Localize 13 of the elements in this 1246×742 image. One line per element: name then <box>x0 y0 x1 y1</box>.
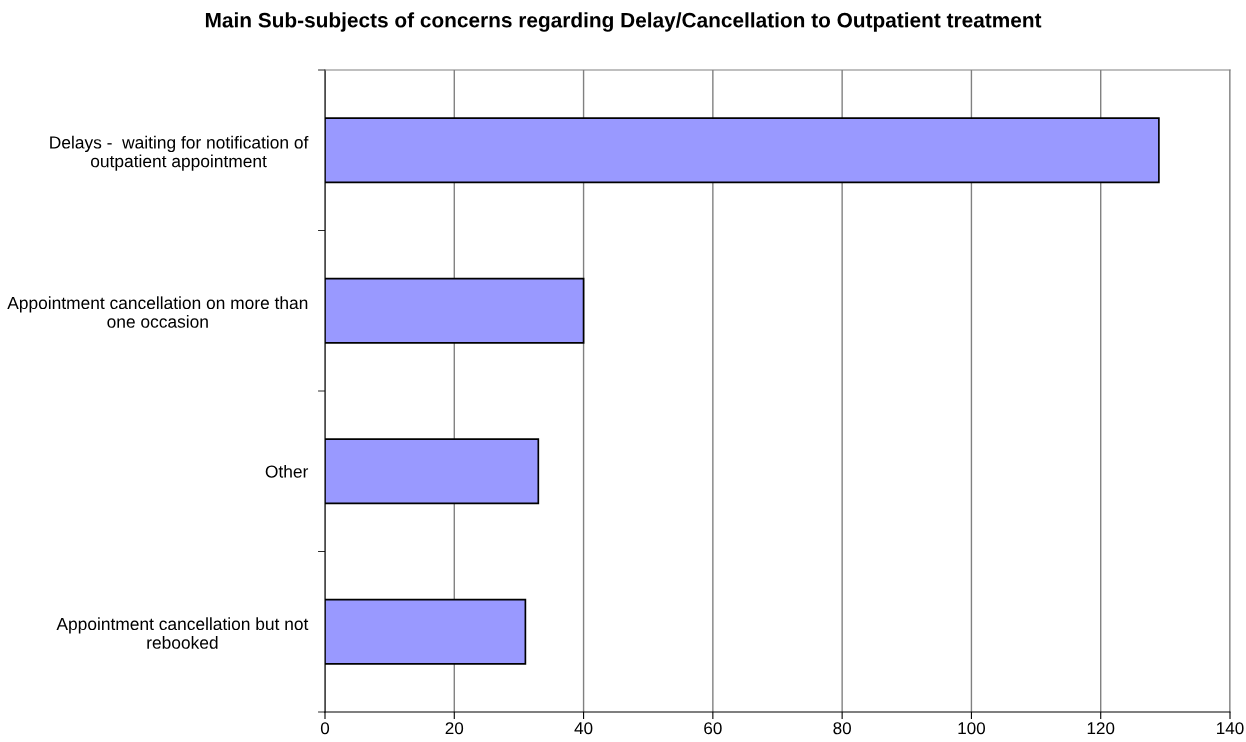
y-tick-label: Appointment cancellation but not rebooked <box>56 617 309 649</box>
x-tick-label: 140 <box>1217 722 1244 735</box>
chart-title: Main Sub-subjects of concerns regarding Delay/Cancellation to Outpatient treatment <box>205 12 1042 32</box>
x-tick-label: 20 <box>445 722 464 735</box>
x-tick-label: 120 <box>1087 722 1115 735</box>
y-tick-label: Other <box>265 464 309 478</box>
x-tick-label: 0 <box>320 722 330 735</box>
y-tick-label: Delays - waiting for notification of outpatient appointment <box>50 135 309 171</box>
x-tick-label: 60 <box>704 722 722 735</box>
y-tick-label: Appointment cancellation on more than one occasion <box>7 296 308 328</box>
x-tick-label: 100 <box>958 722 986 735</box>
x-tick-label: 80 <box>833 722 851 735</box>
x-tick-label: 40 <box>574 722 593 735</box>
